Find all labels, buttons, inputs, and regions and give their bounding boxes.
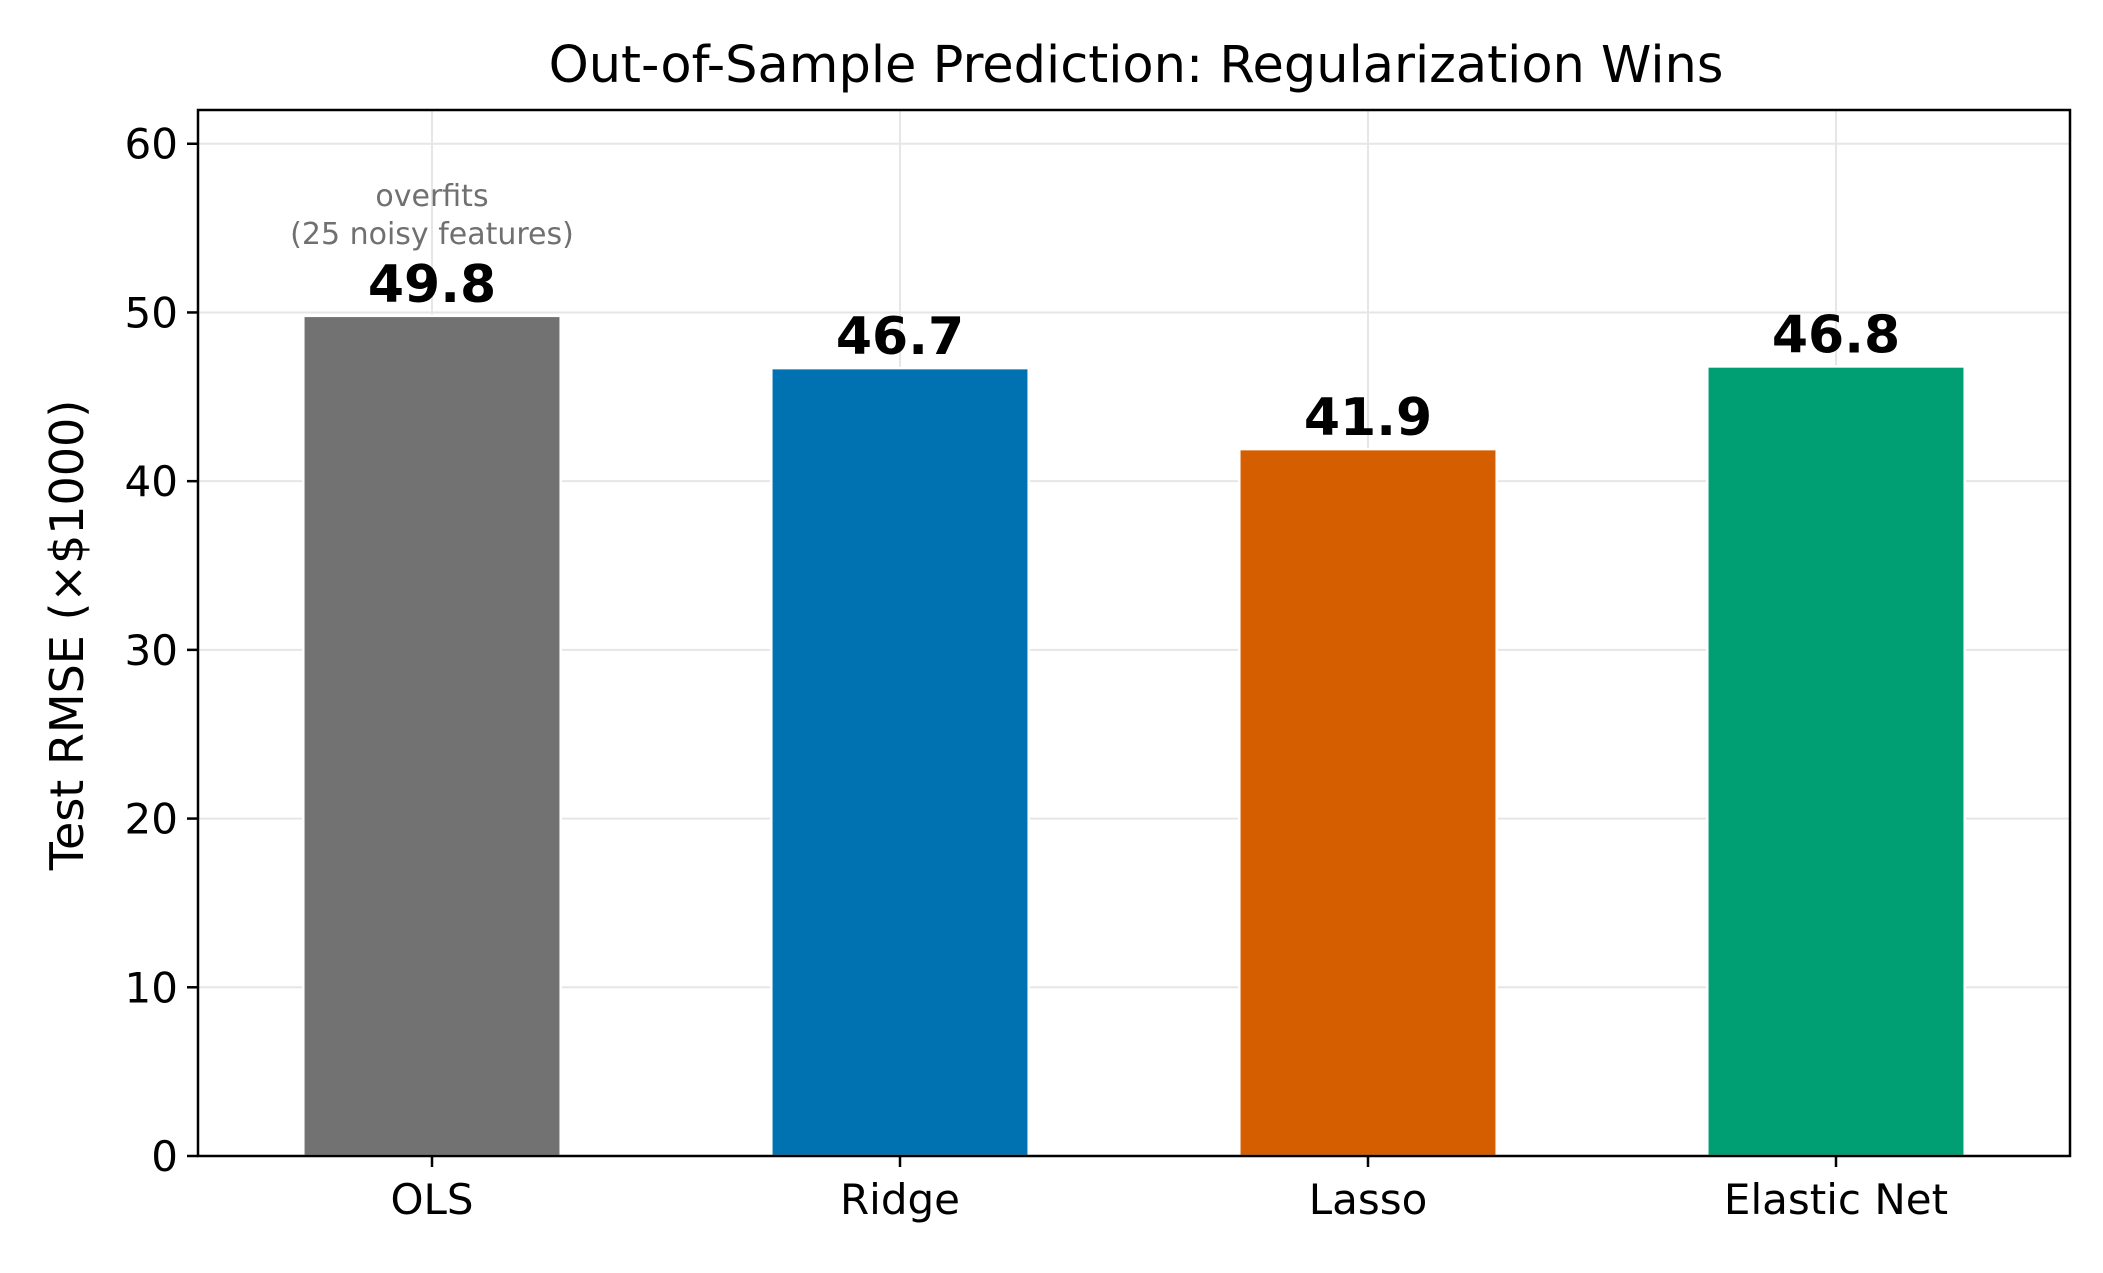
value-label: 46.8 — [1772, 305, 1900, 365]
x-tick-label: Lasso — [1309, 1175, 1428, 1224]
y-tick-label: 60 — [125, 120, 178, 169]
x-tick-label: Ridge — [840, 1175, 960, 1224]
x-tick-label: OLS — [390, 1175, 473, 1224]
value-label: 49.8 — [368, 255, 496, 315]
x-tick-label: Elastic Net — [1724, 1175, 1948, 1224]
annotation-line: (25 noisy features) — [290, 217, 574, 252]
y-tick-label: 20 — [125, 795, 178, 844]
bar-lasso — [1238, 447, 1498, 1158]
x-axis: OLS Ridge Lasso Elastic Net — [390, 1156, 1948, 1224]
bar-ridge — [770, 366, 1030, 1158]
y-tick-label: 30 — [125, 626, 178, 675]
y-tick-label: 10 — [125, 963, 178, 1012]
y-tick-label: 40 — [125, 457, 178, 506]
annotation-line: overfits — [375, 179, 488, 214]
y-axis: 0 10 20 30 40 50 60 — [125, 120, 198, 1181]
value-labels: 49.8 46.7 41.9 46.8 — [368, 255, 1900, 448]
bars — [302, 314, 1966, 1158]
y-axis-label: Test RMSE (×$1000) — [40, 400, 94, 872]
annotation: overfits(25 noisy features) — [290, 179, 574, 252]
y-tick-label: 0 — [151, 1132, 178, 1181]
y-tick-label: 50 — [125, 288, 178, 337]
bar-ols — [302, 314, 562, 1158]
bar-elastic-net — [1706, 365, 1966, 1158]
value-label: 41.9 — [1304, 388, 1432, 448]
value-label: 46.7 — [836, 307, 964, 367]
plot-frame — [196, 108, 2072, 1158]
chart-title: Out-of-Sample Prediction: Regularization… — [549, 36, 1724, 95]
